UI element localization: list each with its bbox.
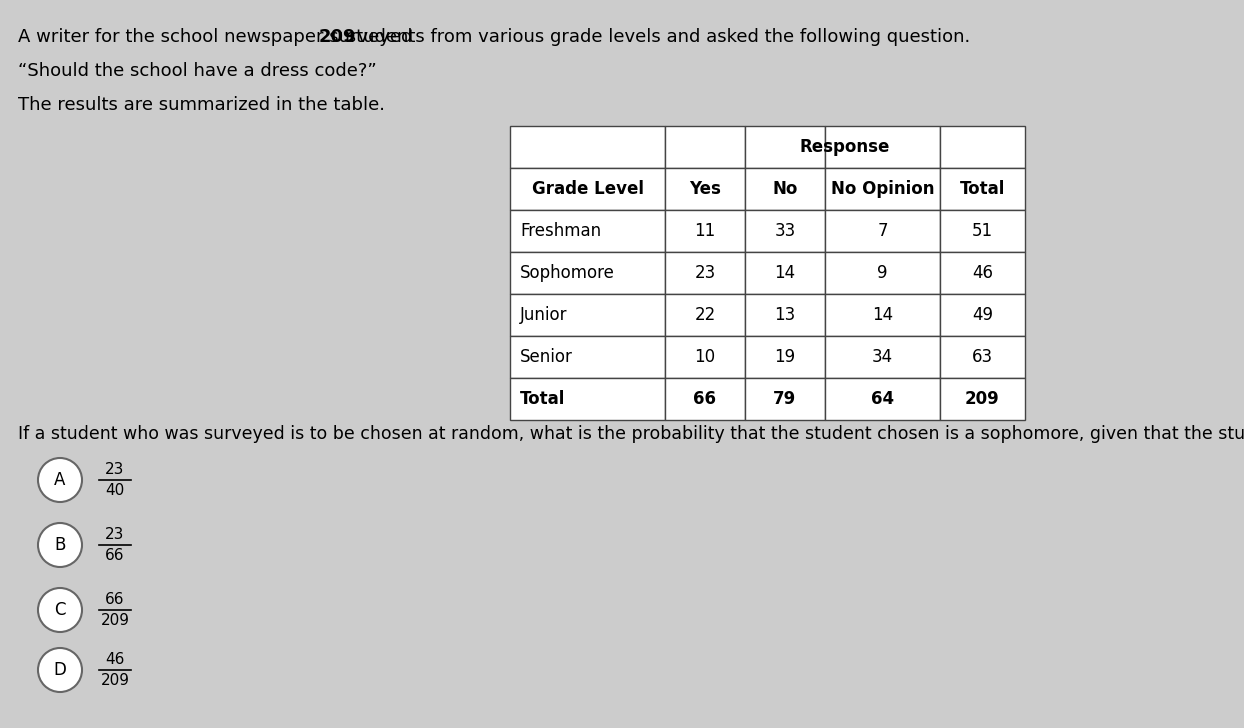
Text: No Opinion: No Opinion <box>831 180 934 198</box>
Bar <box>825 252 940 294</box>
Bar <box>745 168 825 210</box>
Circle shape <box>39 458 82 502</box>
Bar <box>510 126 666 168</box>
Bar <box>940 210 1025 252</box>
Text: 64: 64 <box>871 390 894 408</box>
Text: 49: 49 <box>972 306 993 324</box>
Text: 19: 19 <box>775 348 796 366</box>
Text: The results are summarized in the table.: The results are summarized in the table. <box>17 96 384 114</box>
Text: C: C <box>55 601 66 619</box>
Bar <box>745 336 825 378</box>
Text: D: D <box>53 661 66 679</box>
Text: Yes: Yes <box>689 180 722 198</box>
Bar <box>666 294 745 336</box>
Text: Sophomore: Sophomore <box>520 264 615 282</box>
Bar <box>510 336 666 378</box>
Bar <box>745 126 825 168</box>
Bar <box>510 168 666 210</box>
Text: Junior: Junior <box>520 306 567 324</box>
Text: Freshman: Freshman <box>520 222 601 240</box>
Bar <box>510 210 666 252</box>
Bar <box>825 126 940 168</box>
Text: 33: 33 <box>774 222 796 240</box>
Text: 209: 209 <box>101 613 129 628</box>
Circle shape <box>39 648 82 692</box>
Text: Total: Total <box>520 390 565 408</box>
Bar <box>666 252 745 294</box>
Text: students from various grade levels and asked the following question.: students from various grade levels and a… <box>341 28 970 46</box>
Text: B: B <box>55 536 66 554</box>
Bar <box>510 252 666 294</box>
Text: 7: 7 <box>877 222 888 240</box>
Bar <box>940 168 1025 210</box>
Bar <box>940 336 1025 378</box>
Text: 46: 46 <box>106 652 124 667</box>
Bar <box>825 294 940 336</box>
Text: 14: 14 <box>872 306 893 324</box>
Text: 46: 46 <box>972 264 993 282</box>
Text: 40: 40 <box>106 483 124 498</box>
Text: 9: 9 <box>877 264 888 282</box>
Text: 209: 209 <box>965 390 1000 408</box>
Text: 10: 10 <box>694 348 715 366</box>
Bar <box>745 210 825 252</box>
Text: 209: 209 <box>318 28 357 46</box>
Bar <box>825 336 940 378</box>
Bar <box>825 378 940 420</box>
Bar <box>940 378 1025 420</box>
Bar <box>745 294 825 336</box>
Bar <box>825 168 940 210</box>
Text: 11: 11 <box>694 222 715 240</box>
Bar <box>940 252 1025 294</box>
Bar <box>666 378 745 420</box>
Text: 63: 63 <box>972 348 993 366</box>
Text: 13: 13 <box>774 306 796 324</box>
Bar <box>666 168 745 210</box>
Text: A: A <box>55 471 66 489</box>
Text: 34: 34 <box>872 348 893 366</box>
Text: 66: 66 <box>693 390 717 408</box>
Text: Grade Level: Grade Level <box>531 180 643 198</box>
Text: 22: 22 <box>694 306 715 324</box>
Bar <box>745 252 825 294</box>
Text: Total: Total <box>960 180 1005 198</box>
Text: Senior: Senior <box>520 348 573 366</box>
Text: 209: 209 <box>101 673 129 688</box>
Bar <box>510 378 666 420</box>
Text: “Should the school have a dress code?”: “Should the school have a dress code?” <box>17 62 377 80</box>
Bar <box>745 378 825 420</box>
Text: A writer for the school newspaper surveyed: A writer for the school newspaper survey… <box>17 28 418 46</box>
Bar <box>825 210 940 252</box>
Bar <box>510 294 666 336</box>
Text: 23: 23 <box>694 264 715 282</box>
Text: 66: 66 <box>106 592 124 607</box>
Text: If a student who was surveyed is to be chosen at random, what is the probability: If a student who was surveyed is to be c… <box>17 425 1244 443</box>
Text: 66: 66 <box>106 548 124 563</box>
Circle shape <box>39 523 82 567</box>
Text: No: No <box>773 180 797 198</box>
Bar <box>940 126 1025 168</box>
Bar <box>666 210 745 252</box>
Bar <box>666 336 745 378</box>
Text: 79: 79 <box>774 390 796 408</box>
Circle shape <box>39 588 82 632</box>
Text: 23: 23 <box>106 527 124 542</box>
Bar <box>666 126 745 168</box>
Text: 51: 51 <box>972 222 993 240</box>
Text: 23: 23 <box>106 462 124 477</box>
Text: 14: 14 <box>775 264 796 282</box>
Text: Response: Response <box>800 138 891 156</box>
Bar <box>940 294 1025 336</box>
